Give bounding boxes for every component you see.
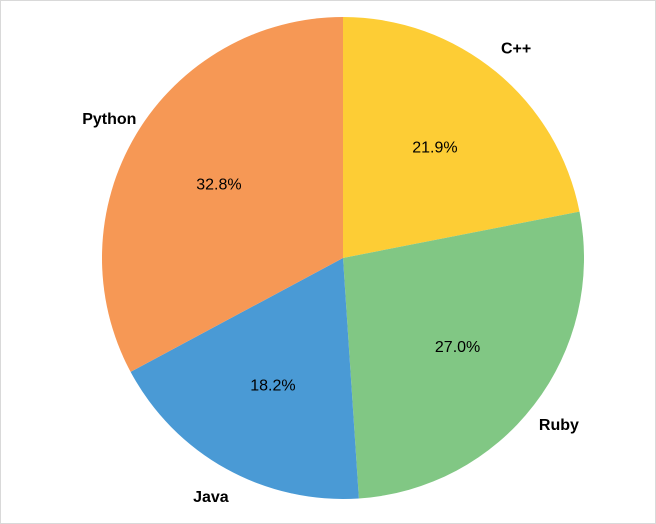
category-label-python: Python bbox=[82, 111, 136, 128]
pct-label-ruby: 27.0% bbox=[435, 339, 480, 356]
slice-python bbox=[101, 17, 343, 372]
pct-label-python: 32.8% bbox=[196, 177, 241, 194]
category-label-ruby: Ruby bbox=[539, 417, 579, 434]
pct-label-cplusplus: 21.9% bbox=[412, 139, 457, 156]
category-label-java: Java bbox=[193, 489, 229, 506]
slice-cplusplus bbox=[343, 17, 580, 258]
category-label-cplusplus: C++ bbox=[501, 41, 531, 58]
pct-label-java: 18.2% bbox=[250, 378, 295, 395]
pie-slices bbox=[101, 17, 585, 499]
slice-ruby bbox=[343, 211, 585, 499]
slice-java bbox=[130, 258, 359, 499]
pie-labels: 21.9% C++ 27.0% Ruby 18.2% Java 32.8% Python bbox=[82, 41, 579, 507]
